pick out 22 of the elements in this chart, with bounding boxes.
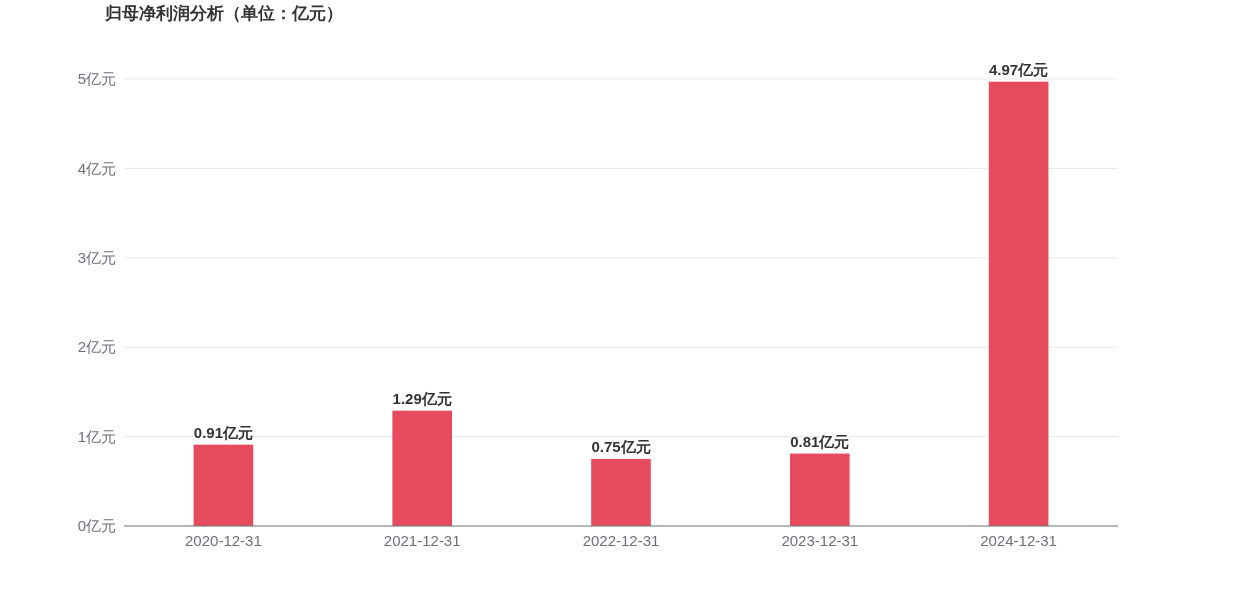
- x-tick-label: 2020-12-31: [185, 532, 262, 549]
- bar: [591, 458, 651, 526]
- x-tick-label: 2023-12-31: [781, 532, 859, 549]
- x-tick-label: 2022-12-31: [582, 532, 660, 549]
- bar: [988, 81, 1049, 526]
- data-label: 1.29亿元: [392, 389, 452, 407]
- data-label: 4.97亿元: [989, 60, 1049, 78]
- bar: [789, 453, 850, 526]
- bar: [392, 410, 453, 526]
- y-tick-label: 3亿元: [77, 249, 116, 267]
- chart-title: 归母净利润分析（单位：亿元）: [104, 4, 343, 23]
- y-tick-label: 1亿元: [77, 427, 116, 445]
- y-tick-label: 5亿元: [77, 70, 116, 88]
- data-label: 0.75亿元: [591, 437, 651, 455]
- data-label: 0.91亿元: [193, 423, 253, 441]
- y-tick-label: 2亿元: [77, 338, 116, 356]
- x-tick-label: 2024-12-31: [980, 532, 1057, 549]
- y-tick-label: 4亿元: [77, 159, 116, 177]
- data-label: 0.81亿元: [790, 432, 850, 450]
- y-tick-label: 0亿元: [77, 517, 116, 535]
- x-tick-label: 2021-12-31: [383, 532, 461, 549]
- bar: [193, 444, 254, 526]
